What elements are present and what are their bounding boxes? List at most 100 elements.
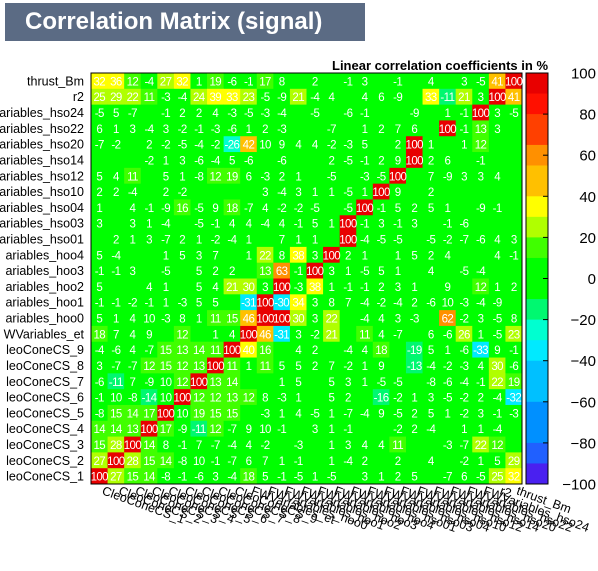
cell-value: 5 bbox=[96, 171, 102, 183]
cell-value: 100 bbox=[323, 250, 341, 262]
heatmap-cell bbox=[472, 73, 490, 90]
cell-value: 19 bbox=[226, 171, 238, 183]
cell-value: 3 bbox=[312, 424, 318, 436]
heatmap-cell bbox=[505, 152, 523, 169]
heatmap-cell bbox=[306, 152, 324, 169]
heatmap-cell bbox=[273, 420, 291, 437]
cell-value: -6 bbox=[227, 76, 236, 88]
cell-value: 14 bbox=[160, 456, 173, 468]
cell-value: 1 bbox=[461, 140, 467, 152]
heatmap-cell bbox=[455, 262, 473, 279]
heatmap-cell bbox=[289, 183, 307, 200]
cell-value: 1 bbox=[279, 377, 285, 389]
heatmap-cell bbox=[339, 167, 357, 185]
cell-value: -2 bbox=[310, 329, 319, 341]
y-tick-label: ariables_hso12 bbox=[0, 169, 84, 183]
cell-value: -8 bbox=[128, 393, 137, 405]
heatmap-cell bbox=[240, 436, 258, 453]
heatmap-cell bbox=[372, 468, 390, 485]
heatmap-cell bbox=[389, 294, 407, 311]
cell-value: 1 bbox=[295, 234, 301, 246]
heatmap-cell bbox=[173, 341, 191, 358]
heatmap-cell bbox=[472, 420, 490, 437]
heatmap-cell bbox=[256, 404, 274, 422]
cell-value: 4 bbox=[295, 345, 302, 357]
cell-value: 39 bbox=[210, 92, 222, 104]
cell-value: -2 bbox=[393, 424, 402, 436]
colorbar-tick-label: 60 bbox=[579, 148, 596, 165]
heatmap-cell bbox=[422, 452, 440, 469]
cell-value: 29 bbox=[110, 92, 122, 104]
heatmap-cell bbox=[488, 231, 506, 248]
cell-value: -1 bbox=[294, 219, 303, 231]
cell-value: 9 bbox=[494, 345, 500, 357]
heatmap-cell bbox=[339, 215, 357, 232]
heatmap-cell bbox=[91, 104, 108, 121]
cell-value: 12 bbox=[243, 393, 255, 405]
cell-value: 2 bbox=[378, 282, 384, 294]
heatmap-cell bbox=[422, 468, 440, 485]
heatmap-cell bbox=[157, 420, 175, 437]
cell-value: 30 bbox=[243, 282, 255, 294]
cell-value: 100 bbox=[124, 440, 142, 452]
heatmap-cell bbox=[405, 325, 423, 343]
heatmap-cell bbox=[207, 73, 225, 90]
cell-value: 12 bbox=[176, 361, 188, 373]
cell-value: 15 bbox=[110, 408, 122, 420]
heatmap-cell bbox=[439, 183, 457, 200]
colorbar-tick-label: 40 bbox=[579, 189, 596, 206]
heatmap-cell bbox=[488, 310, 506, 327]
heatmap-cell bbox=[472, 373, 490, 390]
colorbar-segment bbox=[526, 278, 548, 290]
heatmap-cell bbox=[273, 73, 291, 90]
cell-value: -4 bbox=[227, 440, 237, 452]
cell-value: 1 bbox=[163, 282, 169, 294]
heatmap-cell bbox=[140, 104, 158, 121]
cell-value: 9 bbox=[395, 155, 401, 167]
cell-value: 1 bbox=[113, 314, 119, 326]
heatmap-cell bbox=[422, 436, 440, 453]
heatmap-cell bbox=[223, 452, 241, 469]
cell-value: 5 bbox=[328, 377, 334, 389]
heatmap-cell bbox=[223, 262, 241, 279]
heatmap-cell bbox=[472, 215, 490, 232]
heatmap-cell bbox=[91, 404, 108, 422]
heatmap-cell bbox=[124, 262, 142, 279]
cell-value: -1 bbox=[178, 440, 187, 452]
heatmap-cell bbox=[422, 262, 440, 279]
cell-value: 1 bbox=[246, 124, 252, 136]
y-tick-label: ariables_hso20 bbox=[0, 138, 84, 152]
cell-value: 1 bbox=[445, 203, 451, 215]
heatmap-cell bbox=[124, 73, 142, 90]
cell-value: 18 bbox=[93, 329, 105, 341]
cell-value: 24 bbox=[193, 92, 206, 104]
cell-value: 4 bbox=[378, 314, 385, 326]
cell-value: -4 bbox=[310, 92, 320, 104]
cell-value: 1 bbox=[411, 282, 417, 294]
cell-value: -7 bbox=[343, 408, 352, 420]
heatmap-cell bbox=[91, 73, 108, 90]
cell-value: -2 bbox=[459, 456, 468, 468]
heatmap-cell bbox=[356, 183, 374, 200]
cell-value: 100 bbox=[140, 424, 158, 436]
cell-value: -1 bbox=[178, 472, 187, 484]
heatmap-cell bbox=[173, 231, 191, 248]
heatmap-cell bbox=[472, 88, 490, 106]
heatmap-cell bbox=[91, 246, 108, 264]
cell-value: 1 bbox=[295, 171, 301, 183]
cell-value: -19 bbox=[407, 345, 422, 357]
cell-value: -6 bbox=[227, 124, 236, 136]
heatmap-cell bbox=[223, 420, 241, 437]
cell-value: 19 bbox=[193, 408, 205, 420]
cell-value: 100 bbox=[107, 456, 125, 468]
cell-value: -5 bbox=[310, 408, 319, 420]
cell-value: 13 bbox=[226, 393, 238, 405]
colorbar-segment bbox=[526, 360, 548, 372]
heatmap-cell bbox=[157, 120, 175, 137]
cell-value: 2 bbox=[212, 266, 218, 278]
heatmap-cell bbox=[389, 231, 407, 248]
y-tick-label: ariables_hso10 bbox=[0, 185, 84, 199]
y-tick-label: ariables_hso01 bbox=[0, 232, 84, 246]
cell-value: 1 bbox=[312, 187, 318, 199]
